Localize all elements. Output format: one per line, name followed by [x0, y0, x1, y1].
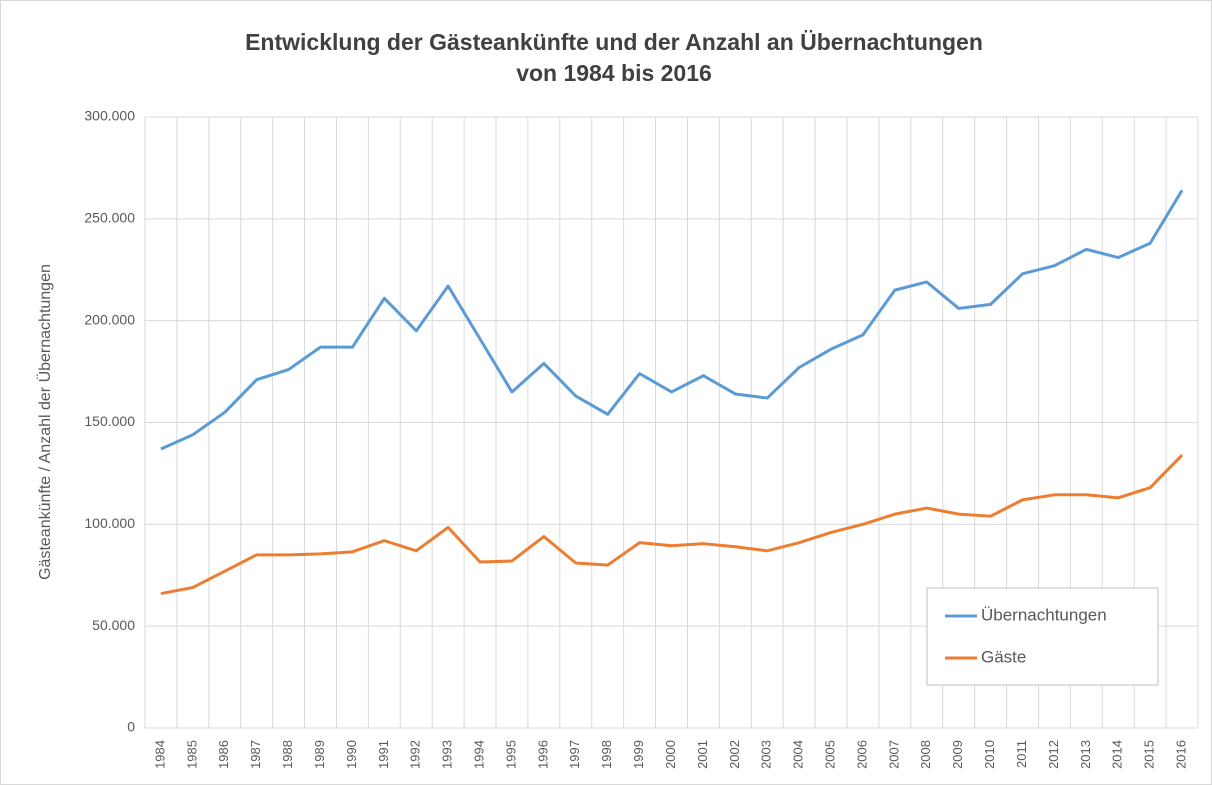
x-tick-label: 2007 [886, 740, 901, 769]
x-tick-label: 2001 [695, 740, 710, 769]
x-tick-label: 2005 [822, 740, 837, 769]
x-tick-label: 1989 [312, 740, 327, 769]
y-tick-label: 200.000 [84, 311, 135, 327]
x-tick-label: 2008 [918, 740, 933, 769]
x-tick-label: 2011 [1014, 740, 1029, 768]
x-tick-label: 2004 [791, 740, 806, 769]
x-tick-label: 1988 [280, 740, 295, 769]
x-tick-label: 1997 [567, 740, 582, 769]
x-tick-label: 2003 [759, 740, 774, 769]
x-tick-label: 2000 [663, 740, 678, 769]
chart-title: von 1984 bis 2016 [516, 60, 712, 86]
x-tick-label: 1991 [376, 740, 391, 769]
legend-label: Gäste [981, 647, 1026, 666]
x-tick-label: 1995 [503, 740, 518, 769]
legend-label: Übernachtungen [981, 605, 1107, 624]
x-tick-label: 2013 [1078, 740, 1093, 769]
y-tick-label: 150.000 [84, 413, 135, 429]
x-tick-label: 1986 [216, 740, 231, 769]
x-tick-label: 1999 [631, 740, 646, 769]
x-tick-label: 1990 [344, 740, 359, 769]
x-tick-label: 1987 [248, 740, 263, 769]
chart-title: Entwicklung der Gästeankünfte und der An… [245, 29, 983, 55]
x-tick-label: 2014 [1110, 740, 1125, 769]
x-tick-label: 1996 [535, 740, 550, 769]
series-line [160, 189, 1184, 451]
x-tick-label: 1994 [471, 740, 486, 769]
x-tick-label: 2012 [1046, 740, 1061, 769]
y-tick-label: 100.000 [84, 515, 135, 531]
x-tick-label: 1992 [408, 740, 423, 769]
x-tick-label: 2010 [982, 740, 997, 769]
legend-box [926, 587, 1159, 686]
x-tick-label: 1998 [599, 740, 614, 769]
x-tick-label: 2016 [1173, 740, 1188, 769]
x-tick-label: 2009 [950, 740, 965, 769]
y-tick-label: 0 [127, 719, 135, 735]
x-tick-label: 1984 [152, 740, 167, 769]
y-axis-label: Gästeankünfte / Anzahl der Übernachtunge… [36, 264, 54, 580]
y-tick-label: 50.000 [92, 617, 135, 633]
x-tick-label: 2006 [854, 740, 869, 769]
y-tick-label: 300.000 [84, 108, 135, 124]
x-tick-label: 2002 [727, 740, 742, 769]
x-tick-label: 2015 [1142, 740, 1157, 769]
x-tick-label: 1985 [184, 740, 199, 769]
series-line [160, 454, 1184, 596]
y-tick-label: 250.000 [84, 210, 135, 226]
x-tick-label: 1993 [440, 740, 455, 769]
